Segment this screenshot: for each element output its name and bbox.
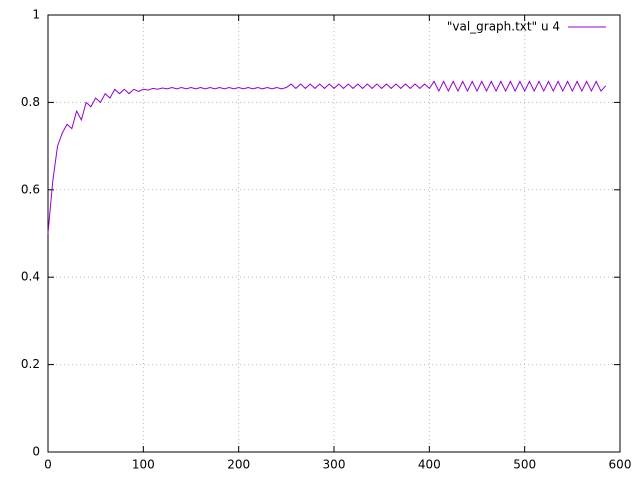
x-tick-label: 500	[513, 458, 536, 472]
x-tick-label: 200	[227, 458, 250, 472]
x-tick-label: 0	[44, 458, 52, 472]
plot-border	[47, 14, 621, 453]
data-line	[47, 80, 607, 234]
y-tick-label: 0.4	[21, 270, 40, 284]
y-tick-label: 0	[32, 445, 40, 459]
x-tick-label: 600	[609, 458, 632, 472]
x-tick-label: 100	[132, 458, 155, 472]
x-tick-label: 400	[418, 458, 441, 472]
y-tick-label: 1	[32, 8, 40, 22]
x-tick-label: 300	[323, 458, 346, 472]
y-tick-label: 0.6	[21, 182, 40, 196]
y-tick-label: 0.2	[21, 357, 40, 371]
y-tick-label: 0.8	[21, 95, 40, 109]
legend-label: "val_graph.txt" u 4	[447, 20, 560, 34]
